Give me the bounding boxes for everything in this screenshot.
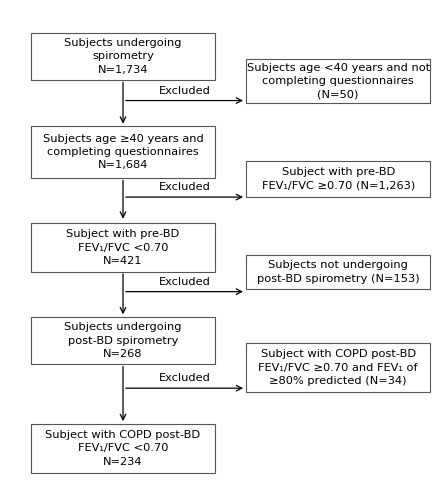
Text: Subject with pre-BD
FEV₁/FVC <0.70
N=421: Subject with pre-BD FEV₁/FVC <0.70 N=421 — [66, 230, 180, 266]
Text: Subject with pre-BD
FEV₁/FVC ≥0.70 (N=1,263): Subject with pre-BD FEV₁/FVC ≥0.70 (N=1,… — [262, 168, 415, 190]
Text: Excluded: Excluded — [159, 182, 211, 192]
FancyBboxPatch shape — [246, 256, 431, 288]
Text: Subjects undergoing
post-BD spirometry
N=268: Subjects undergoing post-BD spirometry N… — [64, 322, 182, 359]
Text: Subjects age ≥40 years and
completing questionnaires
N=1,684: Subjects age ≥40 years and completing qu… — [43, 134, 203, 170]
FancyBboxPatch shape — [31, 318, 215, 364]
FancyBboxPatch shape — [31, 126, 215, 178]
FancyBboxPatch shape — [246, 160, 431, 198]
Text: Subjects not undergoing
post-BD spirometry (N=153): Subjects not undergoing post-BD spiromet… — [257, 260, 419, 283]
Text: Excluded: Excluded — [159, 86, 211, 96]
FancyBboxPatch shape — [246, 343, 431, 392]
Text: Excluded: Excluded — [159, 277, 211, 287]
FancyBboxPatch shape — [31, 223, 215, 272]
Text: Subject with COPD post-BD
FEV₁/FVC ≥0.70 and FEV₁ of
≥80% predicted (N=34): Subject with COPD post-BD FEV₁/FVC ≥0.70… — [258, 350, 418, 386]
FancyBboxPatch shape — [31, 33, 215, 80]
Text: Excluded: Excluded — [159, 374, 211, 384]
Text: Subject with COPD post-BD
FEV₁/FVC <0.70
N=234: Subject with COPD post-BD FEV₁/FVC <0.70… — [45, 430, 201, 467]
FancyBboxPatch shape — [31, 424, 215, 473]
Text: Subjects age <40 years and not
completing questionnaires
(N=50): Subjects age <40 years and not completin… — [246, 62, 430, 99]
FancyBboxPatch shape — [246, 59, 431, 103]
Text: Subjects undergoing
spirometry
N=1,734: Subjects undergoing spirometry N=1,734 — [64, 38, 182, 74]
